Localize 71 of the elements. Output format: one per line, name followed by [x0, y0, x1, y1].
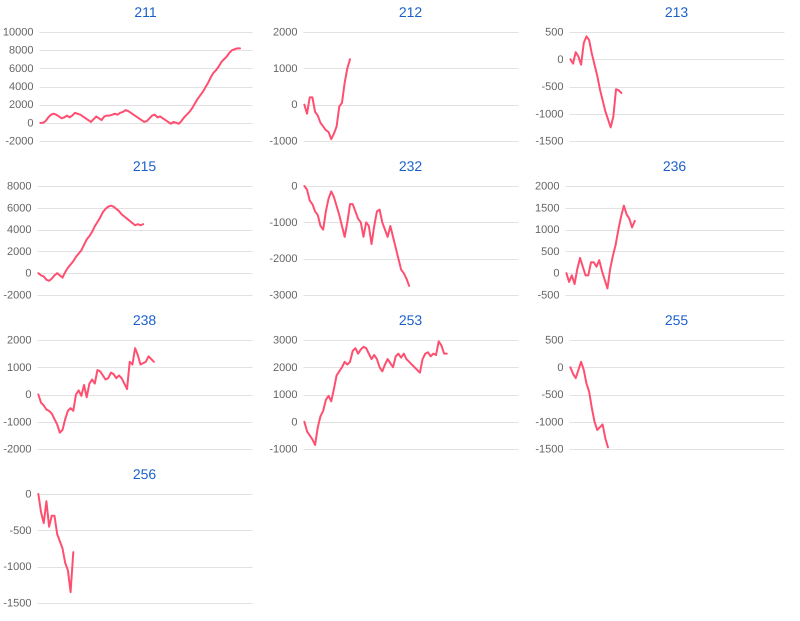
y-tick-label: 500: [545, 334, 564, 346]
y-tick-label: 0: [25, 488, 32, 500]
y-tick-label: -500: [9, 524, 32, 537]
y-tick-label: -2000: [3, 290, 32, 302]
y-tick-label: 4000: [7, 224, 32, 236]
y-tick-label: -2000: [5, 136, 34, 148]
y-tick-label: 8000: [9, 44, 34, 57]
y-tick-label: 2000: [9, 99, 34, 112]
chart-title: 211: [134, 4, 157, 20]
chart-title: 238: [132, 312, 156, 328]
y-tick-label: -500: [541, 389, 564, 401]
y-tick-label: -1000: [269, 136, 298, 148]
y-tick-label: 6000: [9, 62, 34, 75]
y-tick-label: -1000: [269, 444, 298, 456]
chart-title: 236: [662, 158, 686, 174]
y-tick-label: 0: [25, 389, 32, 401]
y-tick-label: 2000: [273, 26, 298, 38]
y-tick-label: 1000: [7, 362, 32, 374]
y-tick-label: 0: [557, 54, 564, 66]
y-tick-label: 3000: [273, 334, 298, 346]
y-tick-label: 4000: [9, 81, 34, 93]
line-series: [303, 58, 352, 140]
y-tick-label: 1000: [535, 224, 560, 236]
y-tick-label: 1000: [273, 389, 298, 401]
line-series: [565, 204, 636, 290]
line-series: [569, 360, 609, 448]
y-tick-label: -1000: [269, 216, 298, 229]
y-tick-label: 2000: [7, 246, 32, 258]
y-tick-label: -2000: [3, 444, 32, 456]
line-series: [569, 35, 622, 128]
chart-title: 212: [398, 4, 422, 20]
chart-title: 215: [132, 158, 156, 174]
y-tick-label: -1000: [3, 416, 32, 428]
y-tick-label: 500: [541, 246, 560, 258]
y-tick-label: 0: [557, 362, 564, 374]
y-tick-label: 0: [27, 117, 34, 130]
line-series: [303, 340, 448, 446]
y-tick-label: 0: [291, 180, 298, 192]
y-tick-label: -1000: [3, 561, 32, 574]
y-tick-label: 500: [545, 26, 564, 38]
y-tick-label: -500: [541, 81, 564, 93]
chart-title: 255: [664, 312, 688, 328]
line-series: [37, 493, 74, 594]
y-tick-label: -1500: [3, 598, 32, 610]
y-tick-label: 1500: [535, 202, 560, 214]
y-tick-label: 10000: [2, 26, 34, 38]
y-tick-label: 2000: [535, 180, 560, 192]
line-series: [37, 204, 144, 282]
chart-title: 253: [398, 312, 422, 328]
y-tick-label: 0: [25, 268, 32, 280]
y-tick-label: -500: [537, 290, 560, 302]
chart-title: 232: [398, 158, 422, 174]
y-tick-label: 6000: [7, 202, 32, 214]
line-series: [303, 185, 410, 287]
y-tick-label: -3000: [269, 290, 298, 302]
y-tick-label: -1500: [535, 444, 564, 456]
chart-title: 213: [664, 4, 688, 20]
line-series: [37, 347, 155, 434]
y-tick-label: -1000: [535, 416, 564, 428]
y-tick-label: 0: [553, 268, 560, 280]
y-tick-label: 2000: [7, 334, 32, 346]
y-tick-label: 8000: [7, 180, 32, 192]
y-tick-label: 0: [291, 99, 298, 112]
y-tick-label: 1000: [273, 62, 298, 75]
y-tick-label: -1000: [535, 108, 564, 120]
y-tick-label: 2000: [273, 362, 298, 374]
y-tick-label: -1500: [535, 136, 564, 148]
y-tick-label: -2000: [269, 253, 298, 266]
line-series: [39, 47, 242, 125]
y-tick-label: 0: [291, 416, 298, 428]
chart-title: 256: [132, 466, 156, 482]
